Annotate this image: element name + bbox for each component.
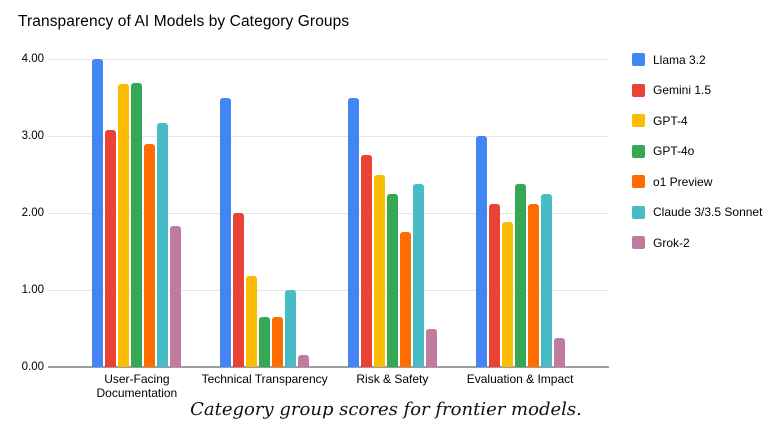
legend-item: Llama 3.2 [632,52,762,67]
legend-label: Claude 3/3.5 Sonnet [653,205,763,219]
legend-label: o1 Preview [653,174,713,189]
legend-swatch-icon [632,236,645,249]
bar [118,84,130,367]
bar [170,226,182,367]
legend-item: GPT-4 [632,113,762,128]
bar [553,337,565,367]
bar-group [456,59,584,367]
bar-group [329,59,457,367]
y-tick-label: 1.00 [21,284,44,296]
bar [488,203,500,367]
x-tick-label: Technical Transparency [201,372,328,386]
legend-item: o1 Preview [632,174,762,189]
x-axis-line [48,366,609,368]
legend-swatch-icon [632,175,645,188]
x-tick-label: User-Facing Documentation [96,372,178,400]
bar [475,136,487,367]
bar [157,122,169,367]
legend-label: Llama 3.2 [653,52,706,67]
bar [412,183,424,367]
plot-area [48,59,609,368]
legend-swatch-icon [632,114,645,127]
bar [527,203,539,367]
bar [144,144,156,367]
x-tick-label: Evaluation & Impact [466,372,574,386]
legend: Llama 3.2 Gemini 1.5 GPT-4 GPT-4o o1 Preview… [632,53,762,267]
bar [285,290,297,367]
y-axis-labels: 4.00 3.00 2.00 1.00 0.00 [6,53,44,373]
chart-caption: Category group scores for frontier model… [190,399,582,420]
bar [540,193,552,367]
y-tick-label: 3.00 [21,130,44,142]
bar-groups [48,59,609,367]
legend-swatch-icon [632,83,645,97]
legend-swatch-icon [632,205,645,219]
legend-item: Claude 3/3.5 Sonnet [632,205,763,219]
bar [131,82,143,367]
legend-item: Grok-2 [632,235,762,250]
bar [360,155,372,367]
gridline [48,290,609,291]
x-tick-label: Risk & Safety [356,372,429,386]
legend-swatch-icon [632,53,645,66]
bar [220,97,232,367]
bar [386,193,398,367]
gridline [48,213,609,214]
bar [92,59,104,367]
bar [514,183,526,367]
bar [246,276,258,367]
y-tick-label: 4.00 [21,53,44,65]
gridline [48,136,609,137]
legend-label: GPT-4o [653,144,695,158]
gridline [48,59,609,60]
chart-title: Transparency of AI Models by Category Gr… [18,13,350,30]
bar [259,316,271,367]
bar [233,213,245,367]
legend-label: Gemini 1.5 [653,83,712,97]
bar [347,97,359,367]
bar [425,328,437,367]
legend-item: GPT-4o [632,144,762,158]
bar [272,316,284,367]
x-axis-labels: User-Facing Documentation Technical Trans… [48,372,609,400]
bar [501,222,513,367]
legend-label: GPT-4 [653,113,688,128]
y-tick-label: 0.00 [21,361,44,373]
bar-group [201,59,329,367]
legend-item: Gemini 1.5 [632,83,762,97]
bar-group [73,59,201,367]
bar [105,129,117,367]
y-tick-label: 2.00 [21,207,44,219]
bar [399,232,411,367]
legend-label: Grok-2 [653,235,690,250]
bar [373,174,385,367]
legend-swatch-icon [632,144,645,158]
bar [298,354,310,367]
